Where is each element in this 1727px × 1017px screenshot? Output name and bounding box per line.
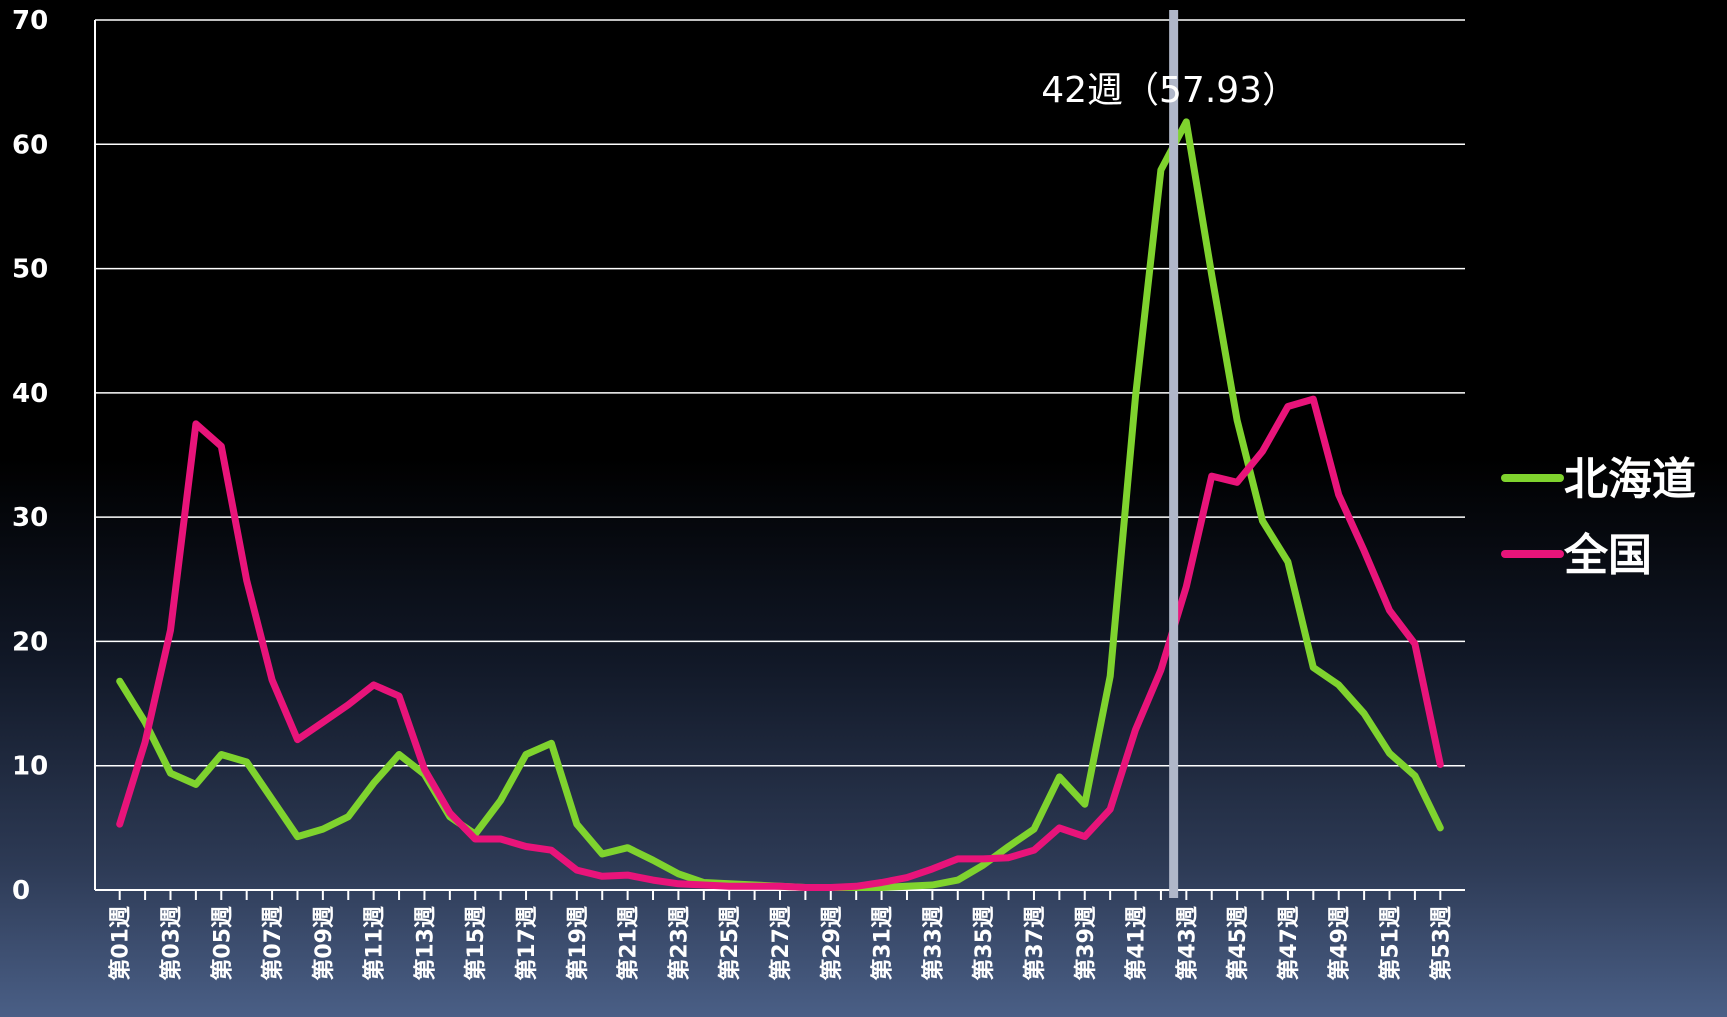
y-tick-label: 10 [12, 752, 48, 782]
y-tick-label: 60 [12, 130, 48, 160]
y-tick-label: 0 [12, 876, 30, 906]
series-lines [116, 118, 1444, 891]
x-tick-label: 第11週 [362, 906, 388, 981]
y-tick-label: 20 [12, 627, 48, 657]
x-tick-label: 第17週 [514, 906, 540, 981]
x-tick-label: 第25週 [717, 906, 743, 981]
x-tick-label: 第23週 [666, 906, 692, 981]
y-tick-label: 70 [12, 6, 48, 36]
x-tick-label: 第35週 [971, 906, 997, 981]
y-tick-label: 40 [12, 379, 48, 409]
x-tick-label: 第37週 [1022, 906, 1048, 981]
y-tick-label: 50 [12, 255, 48, 285]
week-marker-label: 42週（57.93） [1041, 70, 1298, 111]
week-marker: 42週（57.93） [1041, 10, 1298, 898]
x-tick-label: 第05週 [209, 906, 235, 981]
x-tick-label: 第21週 [616, 906, 642, 981]
legend-label-national: 全国 [1563, 530, 1652, 581]
x-tick-label: 第31週 [870, 906, 896, 981]
x-tick-label: 第41週 [1124, 906, 1150, 981]
x-tick-label: 第43週 [1174, 906, 1200, 981]
series-line-national [116, 395, 1444, 891]
legend-label-hokkaido: 北海道 [1564, 454, 1696, 505]
x-tick-label: 第01週 [108, 906, 134, 981]
x-tick-labels: 第01週 第03週 第05週 第07週 第09週 第11週 第13週 第15週 第17週 第19週… [108, 906, 1455, 981]
x-tick-label: 第47週 [1276, 906, 1302, 981]
axes [94, 20, 1465, 900]
y-tick-labels: 0 10 20 30 40 50 60 70 [12, 6, 48, 906]
x-tick-label: 第39週 [1073, 906, 1099, 981]
legend: 北海道 全国 [1501, 454, 1696, 581]
gridlines [95, 19, 1465, 891]
series-line-hokkaido [116, 118, 1444, 891]
x-tick-label: 第03週 [158, 906, 184, 981]
x-tick-label: 第13週 [412, 906, 438, 981]
x-tick-label: 第49週 [1327, 906, 1353, 981]
x-tick-label: 第07週 [260, 906, 286, 981]
x-tick-label: 第33週 [920, 906, 946, 981]
x-tick-label: 第53週 [1428, 906, 1454, 981]
x-tick-label: 第51週 [1378, 906, 1404, 981]
x-tick-label: 第45週 [1225, 906, 1251, 981]
x-tick-label: 第27週 [768, 906, 794, 981]
y-tick-label: 30 [12, 503, 48, 533]
x-tick-label: 第29週 [819, 906, 845, 981]
x-tick-label: 第09週 [311, 906, 337, 981]
x-tick-label: 第19週 [565, 906, 591, 981]
x-tick-label: 第15週 [463, 906, 489, 981]
